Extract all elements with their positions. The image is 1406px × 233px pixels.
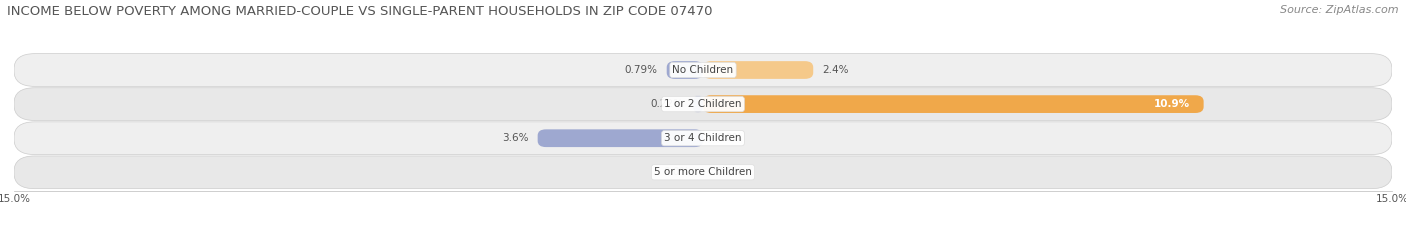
FancyBboxPatch shape (14, 88, 1392, 120)
Text: 3.6%: 3.6% (502, 133, 529, 143)
FancyBboxPatch shape (14, 122, 1392, 154)
Text: 1 or 2 Children: 1 or 2 Children (664, 99, 742, 109)
Text: 0.0%: 0.0% (717, 133, 742, 143)
Text: 3 or 4 Children: 3 or 4 Children (664, 133, 742, 143)
Text: Source: ZipAtlas.com: Source: ZipAtlas.com (1281, 5, 1399, 15)
Text: 0.79%: 0.79% (624, 65, 658, 75)
Text: 0.22%: 0.22% (651, 99, 683, 109)
Text: 0.0%: 0.0% (717, 167, 742, 177)
FancyBboxPatch shape (693, 95, 703, 113)
FancyBboxPatch shape (14, 156, 1392, 189)
Text: 10.9%: 10.9% (1154, 99, 1189, 109)
FancyBboxPatch shape (14, 54, 1392, 86)
FancyBboxPatch shape (703, 95, 1204, 113)
FancyBboxPatch shape (666, 61, 703, 79)
Text: 0.0%: 0.0% (664, 167, 689, 177)
FancyBboxPatch shape (703, 61, 813, 79)
Text: No Children: No Children (672, 65, 734, 75)
Text: 5 or more Children: 5 or more Children (654, 167, 752, 177)
FancyBboxPatch shape (537, 129, 703, 147)
Text: 2.4%: 2.4% (823, 65, 849, 75)
Text: INCOME BELOW POVERTY AMONG MARRIED-COUPLE VS SINGLE-PARENT HOUSEHOLDS IN ZIP COD: INCOME BELOW POVERTY AMONG MARRIED-COUPL… (7, 5, 713, 18)
